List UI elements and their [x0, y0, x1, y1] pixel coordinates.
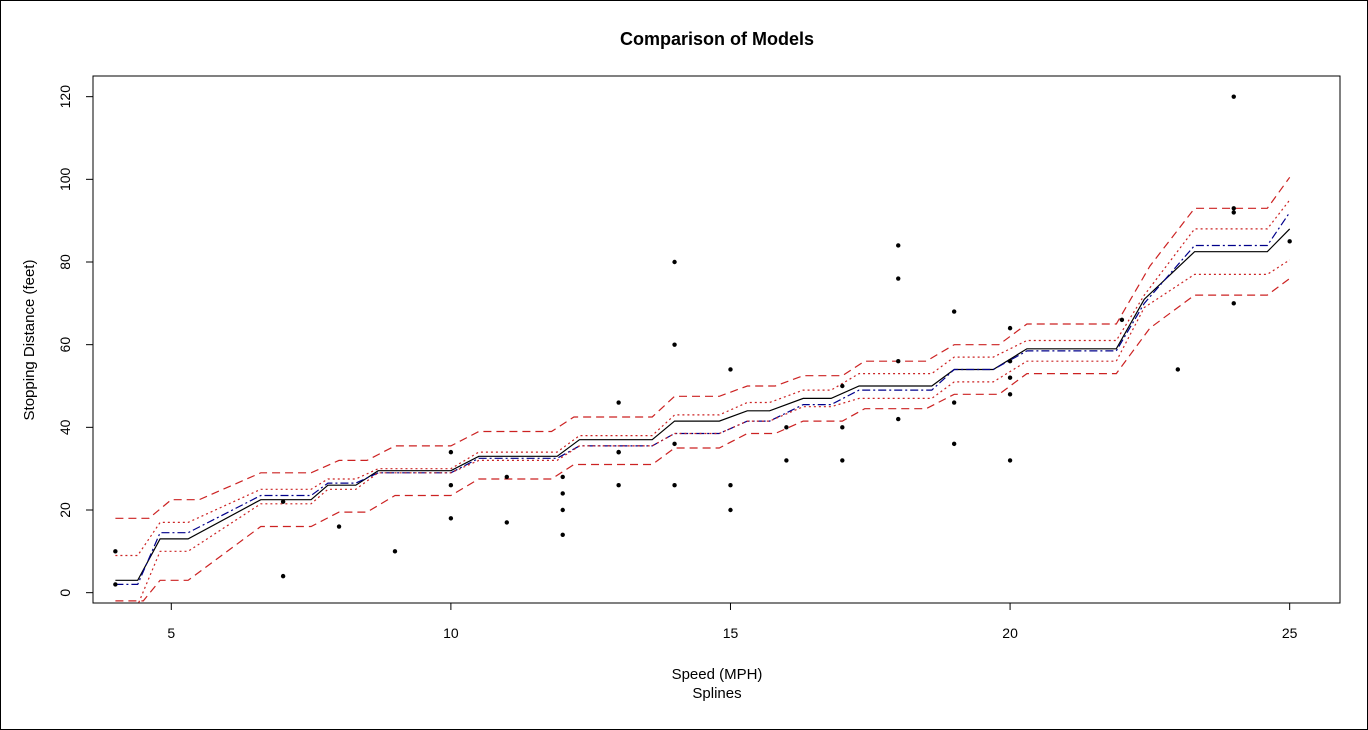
data-point	[1231, 94, 1236, 99]
chart-title: Comparison of Models	[620, 29, 814, 49]
y-tick-label: 100	[57, 167, 73, 191]
data-point	[951, 400, 957, 405]
data-point	[616, 483, 621, 488]
data-point	[728, 483, 733, 488]
data-point	[1007, 325, 1013, 331]
data-point	[1007, 375, 1013, 380]
series-line-dotted-3	[137, 259, 1291, 603]
data-point	[616, 400, 621, 405]
series-line-dotted-2	[115, 199, 1291, 557]
data-point	[1231, 206, 1236, 211]
data-point	[840, 383, 845, 389]
data-point	[672, 441, 677, 447]
x-tick-label: 5	[167, 625, 175, 641]
data-point	[448, 449, 454, 455]
data-point	[504, 520, 510, 525]
data-point	[728, 367, 733, 372]
data-point	[1007, 458, 1013, 463]
data-point	[560, 474, 565, 480]
data-point	[951, 309, 957, 314]
data-point	[784, 425, 789, 430]
data-point	[1119, 317, 1125, 323]
plot-box	[92, 75, 1341, 604]
data-point	[1007, 392, 1013, 397]
data-point	[672, 259, 677, 265]
data-points	[113, 94, 1292, 587]
data-point	[840, 425, 845, 430]
data-point	[896, 359, 901, 364]
y-axis-label: Stopping Distance (feet)	[21, 260, 38, 421]
data-point	[672, 483, 677, 488]
y-tick-label: 40	[57, 419, 73, 435]
data-point	[560, 532, 565, 537]
data-point	[616, 449, 621, 455]
model-curves	[115, 176, 1291, 603]
data-point	[672, 342, 677, 347]
y-tick-label: 60	[57, 337, 73, 353]
data-point	[896, 243, 901, 248]
data-point	[1287, 239, 1292, 244]
y-tick-label: 20	[57, 502, 73, 518]
data-point	[113, 582, 118, 587]
series-line-dotdash-1	[115, 212, 1291, 585]
data-point	[1175, 367, 1181, 372]
data-point	[280, 499, 286, 504]
y-tick-label: 120	[57, 85, 73, 109]
x-tick-label: 15	[723, 625, 739, 641]
data-point	[448, 483, 454, 488]
data-point	[392, 549, 398, 554]
data-point	[784, 458, 789, 463]
x-tick-label: 10	[443, 625, 459, 641]
data-point	[560, 491, 565, 496]
series-line-dashed-4	[115, 176, 1291, 519]
data-point	[840, 458, 845, 463]
data-point	[504, 474, 510, 480]
series-line-solid-0	[115, 228, 1291, 581]
y-tick-label: 0	[57, 589, 73, 597]
data-point	[896, 276, 901, 281]
data-point	[448, 516, 454, 521]
data-point	[896, 416, 901, 422]
data-point	[951, 441, 957, 447]
data-point	[280, 573, 286, 579]
x-axis-label: Speed (MPH)	[672, 666, 763, 683]
y-tick-label: 80	[57, 254, 73, 270]
x-tick-label: 20	[1002, 625, 1018, 641]
data-point	[113, 549, 118, 554]
series-line-dashed-5	[115, 278, 1291, 602]
x-axis: 5 10 15 20 25	[167, 603, 1298, 641]
data-point	[1007, 359, 1013, 364]
data-point	[1231, 210, 1236, 215]
x-axis-sublabel: Splines	[692, 685, 741, 702]
data-point	[728, 507, 733, 513]
data-point	[1231, 301, 1236, 306]
y-axis: 0 20 40 60 80 100 120	[57, 85, 93, 597]
x-tick-label: 25	[1282, 625, 1298, 641]
data-point	[560, 507, 565, 513]
data-point	[336, 524, 342, 529]
